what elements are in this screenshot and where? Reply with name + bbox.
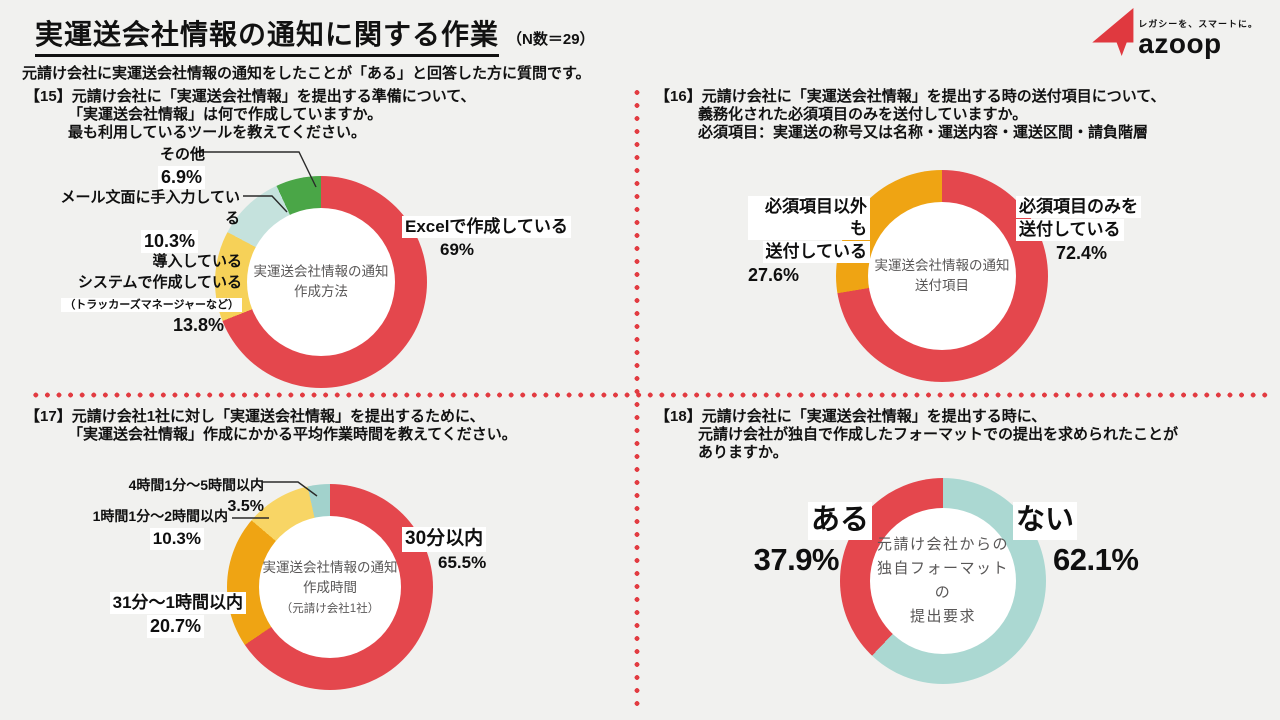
label-q15-other-pct: 6.9% (157, 165, 205, 190)
label-q16-extra-name-2: 送付している (762, 240, 870, 263)
label-q15-other-name: その他 (159, 146, 205, 163)
azoop-logo: レガシーを、スマートに。 azoop (1092, 8, 1258, 59)
label-q17-31to60-name: 31分〜1時間以内 (109, 592, 246, 615)
label-q15-mail-name: メール文面に手入力している (60, 189, 240, 227)
question-15-text: 【15】元請け会社に「実運送会社情報」を提出する準備について、 「実運送会社情報… (25, 88, 476, 141)
label-q17-4to5h: 4時間1分〜5時間以内 3.5% (118, 476, 264, 518)
label-q15-excel: Excelで作成している 69% (402, 216, 572, 262)
label-q16-required-only: 必須項目のみを 送付している 72.4% (1016, 196, 1196, 265)
label-q18-no: ない 62.1% (1013, 502, 1193, 580)
label-q16-extra-pct: 27.6% (748, 264, 800, 285)
label-q17-4to5h-pct: 3.5% (227, 497, 264, 515)
donut-chart-q15-creation-method: 実運送会社情報の通知 作成方法 (215, 176, 427, 388)
question-16-text: 【16】元請け会社に「実運送会社情報」を提出する時の送付項目について、 義務化さ… (655, 88, 1166, 141)
label-q18-no-pct: 62.1% (1053, 541, 1139, 577)
question-18-text: 【18】元請け会社に「実運送会社情報」を提出する時に、 元請け会社が独自で作成し… (655, 408, 1179, 461)
label-q18-yes: ある 37.9% (720, 502, 872, 580)
label-q17-4to5h-name: 4時間1分〜5時間以内 (128, 477, 264, 493)
label-q17-30min-pct: 65.5% (438, 552, 487, 572)
donut-q18-center-label: 元請け会社からの 独自フォーマットの 提出要求 (876, 536, 1009, 625)
azoop-logo-icon (1092, 8, 1134, 56)
divider-horizontal-dotted (30, 392, 1272, 398)
question-15-number: 【15】 (25, 88, 72, 105)
question-18-number: 【18】 (655, 408, 702, 425)
label-q17-31to60: 31分〜1時間以内 20.7% (100, 592, 246, 639)
label-q17-1to2h-name: 1時間1分〜2時間以内 (92, 508, 228, 524)
donut-q17-center-label: 実運送会社情報の通知 作成時間 (262, 560, 398, 595)
label-q18-yes-pct: 37.9% (753, 541, 840, 577)
label-q15-other: その他 6.9% (95, 145, 205, 190)
logo-tagline: レガシーを、スマートに。 (1138, 18, 1258, 29)
label-q15-mail-pct: 10.3% (140, 229, 198, 253)
label-q17-30min-name: 30分以内 (402, 527, 487, 552)
label-q15-system-pct: 13.8% (172, 315, 224, 336)
donut-q17-center-sublabel: （元請け会社1社） (280, 602, 380, 615)
label-q17-31to60-pct: 20.7% (146, 614, 204, 639)
question-17-number: 【17】 (25, 408, 72, 425)
label-q16-extra-items: 必須項目以外も 送付している 27.6% (748, 196, 870, 287)
donut-q16-center-label: 実運送会社情報の通知 送付項目 (874, 258, 1010, 293)
label-q15-system-sublabel: （トラッカーズマネージャーなど） (61, 297, 242, 312)
label-q15-excel-pct: 69% (440, 239, 475, 259)
label-q18-no-name: ない (1013, 502, 1078, 540)
donut-q15-center-label: 実運送会社情報の通知 作成方法 (253, 264, 389, 299)
label-q16-required-pct: 72.4% (1056, 242, 1108, 263)
donut-q15-hole: 実運送会社情報の通知 作成方法 (247, 208, 395, 356)
label-q18-yes-name: ある (807, 502, 872, 540)
page-title: 実運送会社情報の通知に関する作業 (35, 18, 500, 57)
n-count: （N数＝29） (507, 31, 595, 48)
label-q17-30min: 30分以内 65.5% (402, 527, 572, 574)
label-q15-system-name-2: システムで作成している (77, 273, 242, 291)
label-q16-required-name-1: 必須項目のみを (1016, 196, 1141, 219)
label-q15-mail: メール文面に手入力している 10.3% (60, 188, 240, 253)
label-q17-1to2h-pct: 10.3% (149, 527, 204, 550)
question-16-number: 【16】 (655, 88, 702, 105)
header: 実運送会社情報の通知に関する作業 （N数＝29） (35, 18, 595, 57)
label-q15-system-name-1: 導入している (152, 253, 242, 270)
donut-chart-q16-sent-items: 実運送会社情報の通知 送付項目 (836, 170, 1048, 382)
logo-text: レガシーを、スマートに。 azoop (1138, 17, 1258, 59)
donut-chart-q18-format-request: 元請け会社からの 独自フォーマットの 提出要求 (840, 478, 1046, 684)
label-q15-system: 導入している システムで作成している （トラッカーズマネージャーなど） 13.8… (30, 252, 242, 338)
label-q16-required-name-2: 送付している (1016, 218, 1124, 241)
donut-q17-hole: 実運送会社情報の通知 作成時間 （元請け会社1社） (259, 516, 401, 658)
subtitle: 元請け会社に実運送会社情報の通知をしたことが「ある」と回答した方に質問です。 (22, 65, 591, 82)
donut-q18-hole: 元請け会社からの 独自フォーマットの 提出要求 (870, 508, 1016, 654)
divider-vertical-dotted (634, 86, 640, 714)
label-q17-1to2h: 1時間1分〜2時間以内 10.3% (78, 507, 228, 551)
label-q16-extra-name-1: 必須項目以外も (748, 196, 870, 241)
question-17-text: 【17】元請け会社1社に対し「実運送会社情報」を提出するために、 「実運送会社情… (25, 408, 517, 443)
donut-q16-hole: 実運送会社情報の通知 送付項目 (868, 202, 1016, 350)
label-q15-excel-name: Excelで作成している (402, 216, 571, 239)
logo-brand: azoop (1138, 27, 1222, 59)
